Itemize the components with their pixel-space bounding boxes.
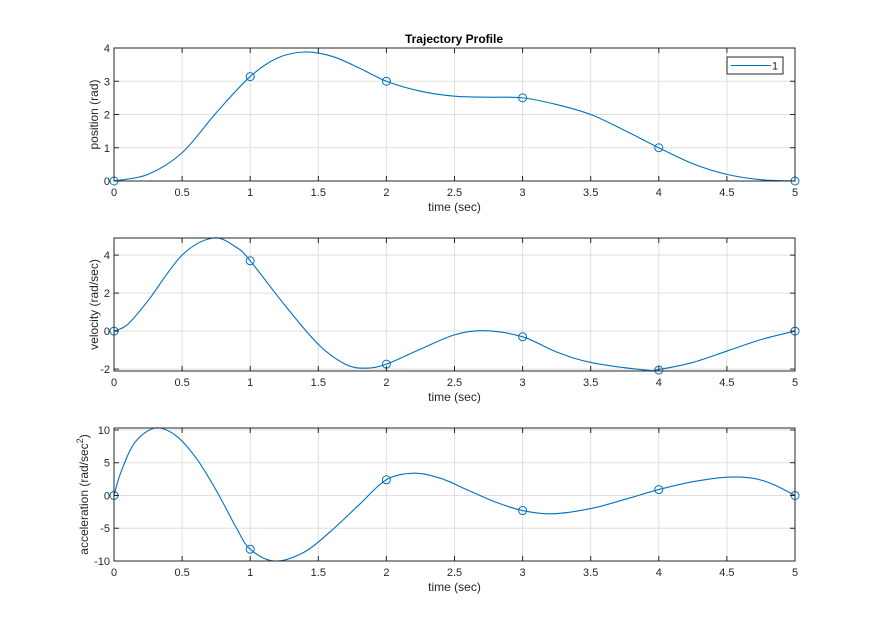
waypoint-marker — [245, 544, 255, 554]
y-tick-label: 1 — [104, 143, 110, 155]
x-tick-label: 4.5 — [719, 567, 734, 579]
y-tick-label: 10 — [98, 425, 110, 437]
legend[interactable]: 1 — [726, 56, 784, 75]
x-tick-label: 4 — [656, 377, 662, 389]
x-tick-label: 1 — [247, 567, 253, 579]
x-tick-label: 3 — [520, 567, 526, 579]
x-tick-label: 0 — [111, 187, 117, 199]
x-tick-label: 2.5 — [447, 187, 462, 199]
x-tick-label: 4 — [656, 567, 662, 579]
y-tick-label: 0 — [104, 176, 110, 188]
x-tick-label: 4.5 — [719, 377, 734, 389]
x-tick-label: 5 — [792, 187, 798, 199]
y-tick-label: 3 — [104, 76, 110, 88]
waypoint-marker — [245, 256, 255, 266]
x-tick-label: 3.5 — [583, 567, 598, 579]
x-tick-label: 0 — [111, 377, 117, 389]
waypoint-marker — [245, 72, 255, 82]
position-axes: 0 0.5 1 1.5 2 2.5 3 3.5 4 4.5 5 0 1 2 3 4 time (sec) posi… — [87, 43, 800, 214]
y-tick-label: 4 — [104, 43, 110, 55]
x-tick-label: 1.5 — [311, 187, 326, 199]
y-tick-label: -5 — [100, 523, 110, 535]
x-tick-label: 2.5 — [447, 377, 462, 389]
y-tick-label: 4 — [104, 250, 110, 262]
y-tick-label: 0 — [104, 490, 110, 502]
y-axis-label: position (rad) — [87, 79, 101, 149]
y-tick-label: 5 — [104, 458, 110, 470]
y-axis-label: acceleration (rad/sec2) — [75, 434, 91, 554]
x-tick-label: 1 — [247, 377, 253, 389]
x-tick-label: 2 — [383, 377, 389, 389]
waypoint-marker — [381, 475, 391, 485]
x-tick-label: 3.5 — [583, 377, 598, 389]
x-tick-label: 4 — [656, 187, 662, 199]
x-tick-label: 0.5 — [174, 377, 189, 389]
waypoint-marker — [518, 332, 528, 342]
y-tick-label: 0 — [104, 326, 110, 338]
x-tick-label: 2.5 — [447, 567, 462, 579]
x-tick-label: 3 — [520, 377, 526, 389]
x-tick-label: 3 — [520, 187, 526, 199]
x-tick-label: 5 — [792, 567, 798, 579]
x-tick-label: 1 — [247, 187, 253, 199]
y-tick-label: -2 — [100, 364, 110, 376]
x-axis-label: time (sec) — [428, 200, 481, 214]
waypoint-marker — [518, 506, 528, 516]
x-tick-label: 0 — [111, 567, 117, 579]
x-axis-label: time (sec) — [428, 580, 481, 594]
legend-entry-label: 1 — [772, 61, 778, 73]
y-tick-label: 2 — [104, 110, 110, 122]
waypoint-marker — [518, 93, 528, 103]
series-line — [113, 427, 796, 562]
x-axis-label: time (sec) — [428, 390, 481, 404]
waypoint-marker — [654, 485, 664, 495]
x-tick-label: 4.5 — [719, 187, 734, 199]
x-tick-label: 1.5 — [311, 567, 326, 579]
x-tick-label: 3.5 — [583, 187, 598, 199]
waypoint-marker — [381, 76, 391, 86]
x-tick-label: 5 — [792, 377, 798, 389]
y-tick-label: -10 — [94, 556, 110, 568]
series-line — [113, 51, 796, 182]
x-tick-label: 2 — [383, 187, 389, 199]
y-tick-label: 2 — [104, 288, 110, 300]
waypoint-marker — [654, 143, 664, 153]
x-tick-label: 1.5 — [311, 377, 326, 389]
y-axis-label: velocity (rad/sec) — [87, 259, 101, 350]
x-tick-label: 0.5 — [174, 187, 189, 199]
x-tick-label: 0.5 — [174, 567, 189, 579]
acceleration-axes: 0 0.5 1 1.5 2 2.5 3 3.5 4 4.5 5 -10 -5 0 5 10 time (sec)… — [75, 425, 800, 594]
x-tick-label: 2 — [383, 567, 389, 579]
chart-title: Trajectory Profile — [405, 32, 503, 46]
